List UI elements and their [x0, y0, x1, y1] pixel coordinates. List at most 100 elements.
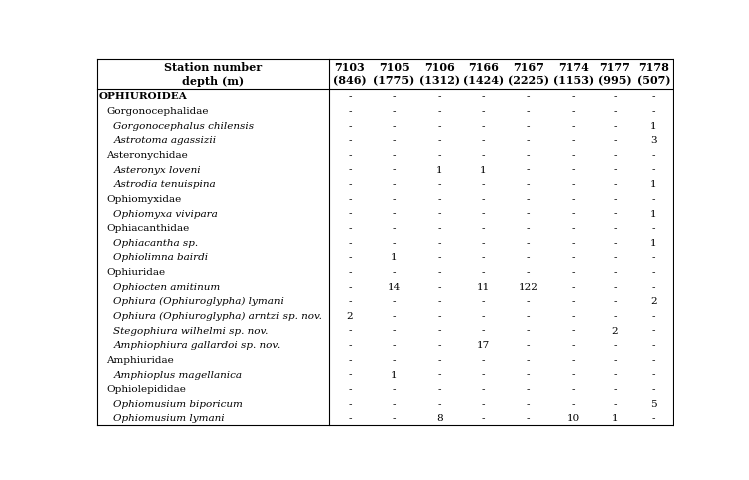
- Text: -: -: [613, 312, 616, 320]
- Text: -: -: [527, 121, 530, 131]
- Text: -: -: [613, 107, 616, 116]
- Text: Ophiacantha sp.: Ophiacantha sp.: [113, 238, 198, 247]
- Text: -: -: [437, 224, 441, 233]
- Text: -: -: [482, 224, 485, 233]
- Text: -: -: [571, 267, 575, 276]
- Text: 7177: 7177: [599, 62, 631, 73]
- Text: 7167: 7167: [513, 62, 544, 73]
- Text: -: -: [571, 238, 575, 247]
- Text: -: -: [613, 121, 616, 131]
- Text: 7166: 7166: [467, 62, 499, 73]
- Text: -: -: [482, 194, 485, 204]
- Text: -: -: [482, 297, 485, 306]
- Text: -: -: [527, 414, 530, 422]
- Text: depth (m): depth (m): [182, 75, 243, 86]
- Text: -: -: [437, 370, 441, 379]
- Text: -: -: [392, 414, 395, 422]
- Text: OPHIUROIDEA: OPHIUROIDEA: [99, 92, 187, 101]
- Text: -: -: [437, 238, 441, 247]
- Text: -: -: [571, 209, 575, 218]
- Text: Ophiuridae: Ophiuridae: [106, 267, 166, 276]
- Text: -: -: [348, 224, 351, 233]
- Text: Ophiura (Ophiuroglypha) arntzi sp. nov.: Ophiura (Ophiuroglypha) arntzi sp. nov.: [113, 311, 322, 320]
- Text: -: -: [527, 92, 530, 101]
- Text: -: -: [652, 194, 655, 204]
- Text: -: -: [437, 151, 441, 160]
- Text: -: -: [482, 121, 485, 131]
- Text: (995): (995): [598, 75, 631, 86]
- Text: 1: 1: [650, 180, 657, 189]
- Text: Ophiolepididae: Ophiolepididae: [106, 384, 187, 393]
- Text: -: -: [437, 107, 441, 116]
- Text: -: -: [392, 151, 395, 160]
- Text: -: -: [613, 267, 616, 276]
- Text: -: -: [652, 151, 655, 160]
- Text: -: -: [613, 253, 616, 262]
- Text: -: -: [652, 165, 655, 174]
- Text: -: -: [527, 194, 530, 204]
- Text: -: -: [571, 165, 575, 174]
- Text: -: -: [348, 136, 351, 145]
- Text: -: -: [482, 384, 485, 393]
- Text: -: -: [613, 297, 616, 306]
- Text: -: -: [482, 92, 485, 101]
- Text: -: -: [348, 340, 351, 349]
- Text: -: -: [392, 267, 395, 276]
- Text: -: -: [392, 121, 395, 131]
- Text: Asteronyx loveni: Asteronyx loveni: [113, 165, 201, 174]
- Text: -: -: [527, 136, 530, 145]
- Text: -: -: [652, 414, 655, 422]
- Text: -: -: [437, 282, 441, 291]
- Text: -: -: [527, 151, 530, 160]
- Text: -: -: [527, 238, 530, 247]
- Text: 1: 1: [436, 165, 443, 174]
- Text: (2225): (2225): [508, 75, 549, 86]
- Text: -: -: [482, 209, 485, 218]
- Text: -: -: [437, 92, 441, 101]
- Text: -: -: [652, 312, 655, 320]
- Text: 7103: 7103: [335, 62, 366, 73]
- Text: -: -: [482, 399, 485, 408]
- Text: (1775): (1775): [374, 75, 415, 86]
- Text: 7105: 7105: [379, 62, 410, 73]
- Text: -: -: [571, 355, 575, 364]
- Text: -: -: [348, 355, 351, 364]
- Text: -: -: [392, 209, 395, 218]
- Text: 2: 2: [650, 297, 657, 306]
- Text: -: -: [348, 414, 351, 422]
- Text: Ophiomyxa vivipara: Ophiomyxa vivipara: [113, 209, 218, 218]
- Text: -: -: [613, 355, 616, 364]
- Text: -: -: [392, 355, 395, 364]
- Text: 1: 1: [391, 370, 398, 379]
- Text: -: -: [482, 136, 485, 145]
- Text: 1: 1: [650, 209, 657, 218]
- Text: -: -: [527, 180, 530, 189]
- Text: -: -: [392, 399, 395, 408]
- Text: -: -: [348, 209, 351, 218]
- Text: -: -: [437, 180, 441, 189]
- Text: 14: 14: [387, 282, 401, 291]
- Text: 2: 2: [611, 326, 618, 335]
- Text: Ophiacanthidae: Ophiacanthidae: [106, 224, 189, 233]
- Text: -: -: [437, 355, 441, 364]
- Text: 1: 1: [650, 238, 657, 247]
- Text: Ophiomusium biporicum: Ophiomusium biporicum: [113, 399, 243, 408]
- Text: 1: 1: [391, 253, 398, 262]
- Text: -: -: [571, 340, 575, 349]
- Text: -: -: [571, 399, 575, 408]
- Text: -: -: [348, 399, 351, 408]
- Text: Stegophiura wilhelmi sp. nov.: Stegophiura wilhelmi sp. nov.: [113, 326, 269, 335]
- Text: -: -: [482, 151, 485, 160]
- Text: 2: 2: [347, 312, 354, 320]
- Text: -: -: [613, 384, 616, 393]
- Text: -: -: [392, 194, 395, 204]
- Text: -: -: [348, 267, 351, 276]
- Text: (1424): (1424): [463, 75, 504, 86]
- Text: -: -: [571, 121, 575, 131]
- Text: Amphiophiura gallardoi sp. nov.: Amphiophiura gallardoi sp. nov.: [113, 340, 281, 349]
- Text: -: -: [613, 209, 616, 218]
- Text: -: -: [527, 209, 530, 218]
- Text: Ophiocten amitinum: Ophiocten amitinum: [113, 282, 221, 291]
- Text: -: -: [437, 209, 441, 218]
- Text: -: -: [392, 180, 395, 189]
